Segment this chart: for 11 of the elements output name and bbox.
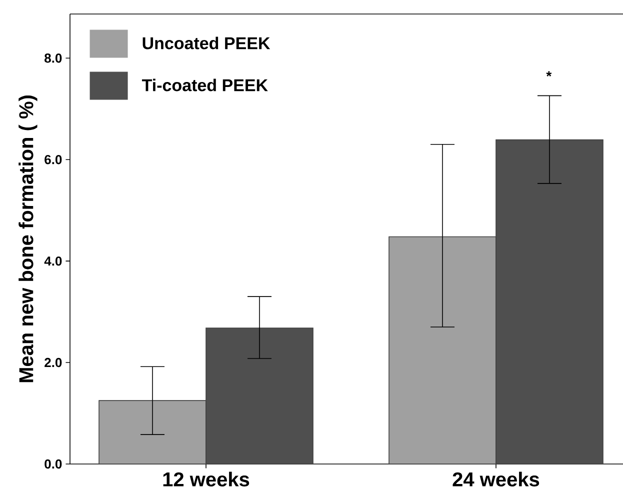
- x-tick-label: 12 weeks: [163, 472, 250, 486]
- y-tick-label: 4.0: [44, 256, 62, 266]
- y-tick-label: 6.0: [44, 154, 62, 164]
- legend-label: Ti-coated PEEK: [142, 78, 268, 92]
- y-tick-label: 2.0: [44, 358, 62, 368]
- y-tick-label: 8.0: [44, 54, 62, 63]
- y-tick-label: 0.0: [44, 459, 62, 469]
- y-axis-title: Mean new bone formation ( %): [18, 96, 38, 382]
- legend-label: Uncoated PEEK: [142, 36, 270, 50]
- annotation: *: [546, 71, 552, 76]
- x-tick-label: 24 weeks: [452, 472, 540, 486]
